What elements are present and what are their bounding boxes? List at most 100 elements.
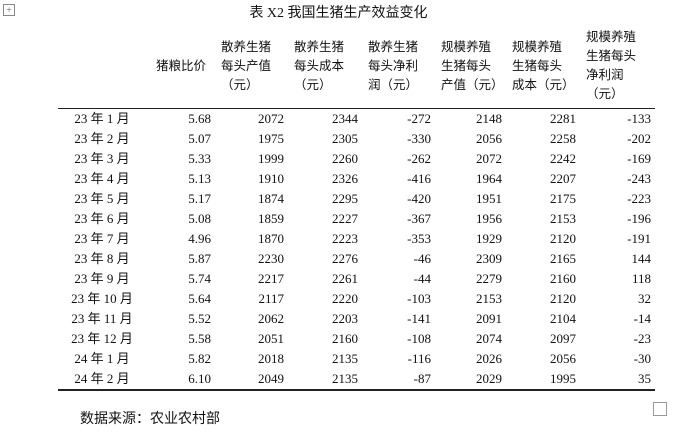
cell: -272 (407, 111, 431, 126)
cell: -44 (413, 271, 431, 286)
header-line: 散养生猪 (294, 38, 345, 54)
row-label: 23 年 8 月 (74, 251, 130, 266)
cell: 2160 (332, 331, 358, 346)
table-row: 23 年 11 月 5.52 2062 2203 -141 2091 2104 -14 (58, 309, 655, 329)
cell: 5.13 (188, 171, 211, 186)
header-line: 散养生猪 (368, 38, 419, 54)
cell: 2018 (258, 351, 284, 366)
cell: 1956 (476, 211, 502, 226)
table-row: 23 年 6 月 5.08 1859 2227 -367 1956 2153 -196 (58, 209, 655, 229)
table-body: 23 年 1 月 5.68 2072 2344 -272 2148 2281 -133 23 年… (58, 109, 655, 391)
header-line: 规模养殖 (586, 29, 637, 44)
table-row: 23 年 12 月 5.58 2051 2160 -108 2074 2097 -23 (58, 329, 655, 349)
cell: -243 (627, 171, 651, 186)
cell: 2056 (476, 131, 502, 146)
cell: 4.96 (188, 231, 211, 246)
cell: 2242 (550, 151, 576, 166)
cell: -30 (633, 351, 651, 366)
cell: 2056 (550, 351, 576, 366)
cell: -116 (407, 351, 431, 366)
cell: 2258 (550, 131, 576, 146)
table-row: 23 年 5 月 5.17 1874 2295 -420 1951 2175 -223 (58, 189, 655, 209)
cell: 118 (631, 271, 651, 286)
cell: 1999 (258, 151, 284, 166)
cell: -202 (627, 131, 651, 146)
cell: -262 (407, 151, 431, 166)
header-row: 猪粮比价 散养生猪 每头产值 （元） 散养生猪 每头成本 （元） 散养生猪 每头净利 润（元） 规模… (58, 26, 655, 109)
cell: 2203 (332, 311, 358, 326)
row-label: 23 年 11 月 (71, 311, 133, 326)
cell: 5.64 (188, 291, 211, 306)
cell: 5.07 (188, 131, 211, 146)
cell: 2120 (550, 231, 576, 246)
cell: 2072 (258, 111, 284, 126)
cell: -416 (407, 171, 431, 186)
cell: 1910 (258, 171, 284, 186)
row-label: 23 年 12 月 (71, 331, 133, 346)
header-line: （元） (586, 86, 624, 101)
cell: 2135 (332, 351, 358, 366)
row-label: 24 年 1 月 (74, 351, 130, 366)
cell: -420 (407, 191, 431, 206)
table-row: 23 年 1 月 5.68 2072 2344 -272 2148 2281 -133 (58, 109, 655, 130)
cell: 2227 (332, 211, 358, 226)
row-label: 23 年 1 月 (74, 111, 130, 126)
cell: 2217 (258, 271, 284, 286)
row-label: 23 年 4 月 (74, 171, 130, 186)
header-cell: 规模养殖 生猪每头 净利润 （元） (580, 26, 655, 109)
header-line: （元） (221, 76, 259, 92)
row-label: 23 年 2 月 (74, 131, 130, 146)
table-row: 23 年 3 月 5.33 1999 2260 -262 2072 2242 -169 (58, 149, 655, 169)
row-label: 23 年 5 月 (74, 191, 130, 206)
table: 猪粮比价 散养生猪 每头产值 （元） 散养生猪 每头成本 （元） 散养生猪 每头净利 润（元） 规模… (58, 26, 655, 391)
cell: -23 (633, 331, 651, 346)
cell: -14 (633, 311, 651, 326)
header-cell: 猪粮比价 (150, 26, 215, 109)
table-title: 表 X2 我国生猪生产效益变化 (249, 6, 428, 21)
cell: 5.33 (188, 151, 211, 166)
table-row: 23 年 8 月 5.87 2230 2276 -46 2309 2165 144 (58, 249, 655, 269)
cell: -103 (407, 291, 431, 306)
row-label: 23 年 9 月 (74, 271, 130, 286)
cell: -169 (627, 151, 651, 166)
cell: 1995 (506, 369, 580, 391)
cell: 2097 (550, 331, 576, 346)
cell: -223 (627, 191, 651, 206)
cell: 32 (638, 291, 651, 306)
header-cell (58, 26, 150, 109)
table-row: 23 年 10 月 5.64 2117 2220 -103 2153 2120 32 (58, 289, 655, 309)
cell: 2074 (476, 331, 502, 346)
cell: -87 (362, 369, 435, 391)
cell: 2120 (550, 291, 576, 306)
header-line: （元） (294, 76, 332, 92)
header-line: 每头成本 (294, 57, 345, 73)
cell: -108 (407, 331, 431, 346)
cell: -141 (407, 311, 431, 326)
cell: -46 (413, 251, 431, 266)
cell: 2153 (550, 211, 576, 226)
cell: -133 (627, 111, 651, 126)
header-cell: 规模养殖 生猪每头 产值（元） (435, 26, 506, 109)
cell: 2344 (332, 111, 358, 126)
row-label: 24 年 2 月 (58, 369, 150, 391)
cell: 1859 (258, 211, 284, 226)
row-label: 23 年 3 月 (74, 151, 130, 166)
header-line: 猪粮比价 (156, 57, 207, 73)
header-line: 散养生猪 (221, 38, 272, 54)
cell: 5.08 (188, 211, 211, 226)
table-row: 23 年 4 月 5.13 1910 2326 -416 1964 2207 -243 (58, 169, 655, 189)
cell: -191 (627, 231, 651, 246)
header-line: 润（元） (368, 76, 419, 92)
cell: 2223 (332, 231, 358, 246)
cell: 1929 (476, 231, 502, 246)
cell: 2175 (550, 191, 576, 206)
cell: 2260 (332, 151, 358, 166)
header-line: 规模养殖 (512, 38, 563, 54)
cell: 2305 (332, 131, 358, 146)
row-label: 23 年 10 月 (71, 291, 133, 306)
header-line: 产值（元） (441, 76, 504, 92)
header-cell: 散养生猪 每头产值 （元） (215, 26, 288, 109)
cell: 6.10 (150, 369, 215, 391)
cell: 2049 (215, 369, 288, 391)
